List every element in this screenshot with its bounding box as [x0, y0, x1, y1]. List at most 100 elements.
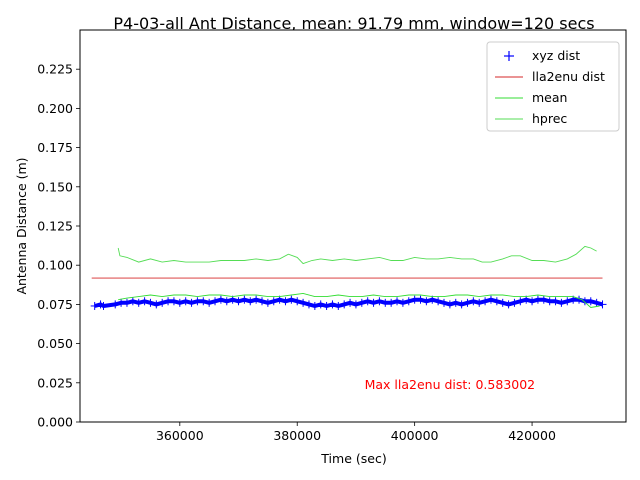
data-point-xyz-dist	[205, 298, 214, 307]
data-point-xyz-dist	[434, 297, 443, 306]
data-point-xyz-dist	[463, 298, 472, 307]
legend-entry-hprec: hprec	[495, 111, 567, 126]
data-point-xyz-dist	[240, 295, 249, 304]
x-tick-label: 360000	[156, 428, 204, 443]
data-point-xyz-dist	[586, 297, 595, 306]
data-point-xyz-dist	[492, 297, 501, 306]
data-point-xyz-dist	[475, 298, 484, 307]
y-tick-label: 0.050	[37, 336, 73, 351]
x-tick-label: 380000	[273, 428, 321, 443]
x-axis-label: Time (sec)	[320, 451, 386, 466]
legend-entry-lla2enu-dist: lla2enu dist	[495, 69, 605, 84]
data-point-xyz-dist	[346, 298, 355, 307]
series-xyz-dist	[90, 295, 607, 310]
y-axis-label: Antenna Distance (m)	[14, 157, 29, 294]
data-point-xyz-dist	[310, 301, 319, 310]
series-line-mean	[118, 292, 600, 308]
data-point-xyz-dist	[357, 298, 366, 307]
data-point-xyz-dist	[216, 295, 225, 304]
series-layer	[90, 245, 607, 310]
data-point-xyz-dist	[451, 298, 460, 307]
data-point-xyz-dist	[269, 297, 278, 306]
data-point-xyz-dist	[158, 298, 167, 307]
data-point-xyz-dist	[563, 297, 572, 306]
legend-label-lla2enu-dist: lla2enu dist	[532, 69, 605, 84]
data-point-xyz-dist	[304, 300, 313, 309]
data-point-xyz-dist	[598, 300, 607, 309]
data-point-xyz-dist	[90, 301, 99, 310]
data-point-xyz-dist	[469, 297, 478, 306]
data-point-xyz-dist	[328, 300, 337, 309]
y-tick-label: 0.000	[37, 415, 73, 430]
data-point-xyz-dist	[340, 300, 349, 309]
y-tick-label: 0.125	[37, 219, 73, 234]
legend-label-mean: mean	[532, 90, 567, 105]
x-tick-label: 400000	[391, 428, 439, 443]
data-point-xyz-dist	[134, 298, 143, 307]
y-tick-label: 0.025	[37, 375, 73, 390]
y-tick-label: 0.225	[37, 62, 73, 77]
data-point-xyz-dist	[199, 297, 208, 306]
data-point-xyz-dist	[557, 298, 566, 307]
data-point-xyz-dist	[393, 297, 402, 306]
data-point-xyz-dist	[122, 298, 131, 307]
data-point-xyz-dist	[246, 297, 255, 306]
data-point-xyz-dist	[169, 297, 178, 306]
series-line-hprec	[117, 245, 597, 265]
data-point-xyz-dist	[287, 295, 296, 304]
legend-entry-mean: mean	[495, 90, 567, 105]
legend-entry-xyz-dist: xyz dist	[504, 48, 580, 63]
data-point-xyz-dist	[369, 298, 378, 307]
data-point-xyz-dist	[187, 298, 196, 307]
data-point-xyz-dist	[498, 298, 507, 307]
data-point-xyz-dist	[551, 297, 560, 306]
legend-box	[486, 41, 620, 132]
data-point-xyz-dist	[146, 298, 155, 307]
data-point-xyz-dist	[293, 297, 302, 306]
x-tick-label: 420000	[508, 428, 556, 443]
data-point-xyz-dist	[592, 298, 601, 307]
legend-label-hprec: hprec	[532, 111, 567, 126]
data-point-xyz-dist	[510, 298, 519, 307]
data-point-xyz-dist	[322, 301, 331, 310]
legend-marker-plus	[504, 51, 514, 61]
data-point-xyz-dist	[128, 297, 137, 306]
x-axis-ticks: 360000 380000 400000 420000	[156, 422, 556, 443]
data-point-xyz-dist	[252, 295, 261, 304]
data-point-xyz-dist	[211, 297, 220, 306]
data-point-xyz-dist	[504, 300, 513, 309]
legend: xyz dist lla2enu dist mean hprec	[486, 41, 620, 132]
data-point-xyz-dist	[440, 298, 448, 307]
data-point-xyz-dist	[99, 301, 108, 310]
data-point-xyz-dist	[234, 297, 243, 306]
data-point-xyz-dist	[263, 298, 272, 307]
data-point-xyz-dist	[181, 297, 190, 306]
data-point-xyz-dist	[528, 297, 537, 306]
data-point-xyz-dist	[416, 295, 425, 304]
data-point-xyz-dist	[222, 297, 231, 306]
data-point-xyz-dist	[258, 297, 266, 306]
data-point-xyz-dist	[516, 297, 525, 306]
data-point-xyz-dist	[539, 295, 548, 304]
chart-title: P4-03-all Ant Distance, mean: 91.79 mm, …	[113, 14, 594, 33]
data-point-xyz-dist	[334, 301, 343, 310]
y-tick-label: 0.175	[37, 140, 73, 155]
legend-label-xyz-dist: xyz dist	[532, 48, 580, 63]
data-point-xyz-dist	[363, 297, 372, 306]
y-axis-ticks: 0.000 0.025 0.050 0.075 0.100 0.125 0.150 0.175…	[37, 62, 80, 430]
data-point-xyz-dist	[375, 297, 384, 306]
data-point-xyz-dist	[481, 297, 490, 306]
y-tick-label: 0.150	[37, 179, 73, 194]
data-point-xyz-dist	[175, 298, 184, 307]
y-tick-label: 0.100	[37, 258, 73, 273]
data-point-xyz-dist	[422, 297, 431, 306]
data-point-xyz-dist	[152, 300, 161, 309]
data-point-xyz-dist	[387, 298, 396, 307]
data-point-xyz-dist	[445, 300, 454, 309]
data-point-xyz-dist	[404, 297, 413, 306]
data-point-xyz-dist	[398, 298, 407, 307]
data-point-xyz-dist	[457, 300, 466, 309]
data-point-xyz-dist	[316, 300, 325, 309]
data-point-xyz-dist	[299, 298, 308, 307]
